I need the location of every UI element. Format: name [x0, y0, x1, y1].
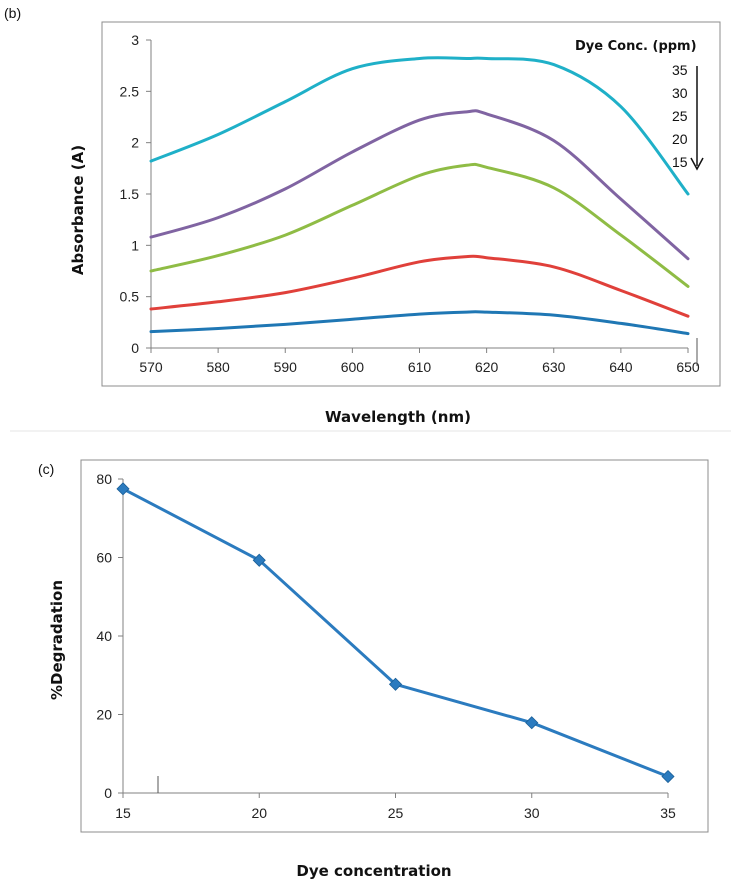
series-line-20ppm — [149, 254, 690, 318]
x-tick-label: 580 — [206, 359, 230, 375]
chart-c-y-axis: 0 20 40 60 80 — [96, 471, 124, 801]
legend-label-15: 15 — [672, 154, 688, 170]
chart-b-frame — [101, 21, 721, 387]
y-tick-label: 0 — [131, 340, 139, 356]
legend-arrow-head — [690, 157, 704, 171]
x-tick-label: 640 — [609, 359, 633, 375]
y-tick-label: 1.5 — [120, 186, 140, 202]
y-tick-label: 80 — [96, 471, 112, 487]
x-tick-label: 610 — [408, 359, 432, 375]
x-tick-label: 590 — [274, 359, 298, 375]
x-tick-label: 20 — [251, 805, 267, 821]
x-tick-label: 630 — [542, 359, 566, 375]
legend-title: Dye Conc. (ppm) — [575, 39, 697, 54]
y-tick-label: 20 — [96, 707, 112, 723]
data-point-marker — [252, 553, 266, 567]
data-point-marker — [388, 677, 403, 691]
x-tick-label: 600 — [341, 359, 365, 375]
y-tick-label: 0.5 — [120, 289, 140, 305]
x-tick-label: 35 — [660, 805, 676, 821]
series-line-30ppm — [149, 109, 690, 261]
panel-label-c: (c) — [38, 461, 54, 477]
y-tick-label: 2 — [131, 135, 139, 151]
x-tick-label: 650 — [676, 359, 700, 375]
data-point-marker — [525, 716, 539, 730]
chart-c: (c) 0 20 40 60 80 15 20 25 30 35 %Degradation Dy… — [38, 459, 709, 880]
x-tick-label: 15 — [115, 805, 131, 821]
series-line-15ppm — [149, 310, 690, 336]
series-line-25ppm — [149, 162, 690, 288]
chart-b-y-title: Absorbance (A) — [69, 145, 87, 275]
chart-b-series — [149, 56, 690, 336]
chart-c-x-axis: 15 20 25 30 35 — [115, 792, 676, 821]
legend-label-25: 25 — [672, 108, 688, 124]
legend-label-35: 35 — [672, 62, 688, 78]
series-line-35ppm — [149, 56, 690, 196]
legend-label-30: 30 — [672, 85, 688, 101]
y-tick-label: 2.5 — [120, 83, 140, 99]
data-point-marker — [661, 769, 675, 784]
chart-c-y-title: %Degradation — [48, 580, 66, 700]
y-tick-label: 60 — [96, 550, 112, 566]
y-tick-label: 0 — [104, 785, 112, 801]
y-tick-label: 40 — [96, 628, 112, 644]
y-tick-label: 1 — [131, 237, 139, 253]
chart-b-x-title: Wavelength (nm) — [325, 408, 471, 426]
chart-b-x-axis: 570 580 590 600 610 620 630 640 650 — [139, 338, 700, 375]
chart-b: (b) 0 0.5 1 1.5 2 2.5 3 570 580 590 600 610 620 630 6… — [4, 5, 721, 426]
panel-label-b: (b) — [4, 5, 21, 21]
x-tick-label: 25 — [388, 805, 404, 821]
chart-c-series — [116, 482, 675, 784]
x-tick-label: 570 — [139, 359, 163, 375]
chart-b-y-axis: 0 0.5 1 1.5 2 2.5 3 — [120, 32, 152, 356]
y-tick-label: 3 — [131, 32, 139, 48]
x-tick-label: 30 — [524, 805, 540, 821]
chart-b-legend: Dye Conc. (ppm) 35 30 25 20 15 — [575, 39, 704, 171]
legend-label-20: 20 — [672, 131, 688, 147]
x-tick-label: 620 — [475, 359, 499, 375]
chart-c-x-title: Dye concentration — [296, 862, 451, 880]
data-point-marker — [116, 482, 130, 496]
